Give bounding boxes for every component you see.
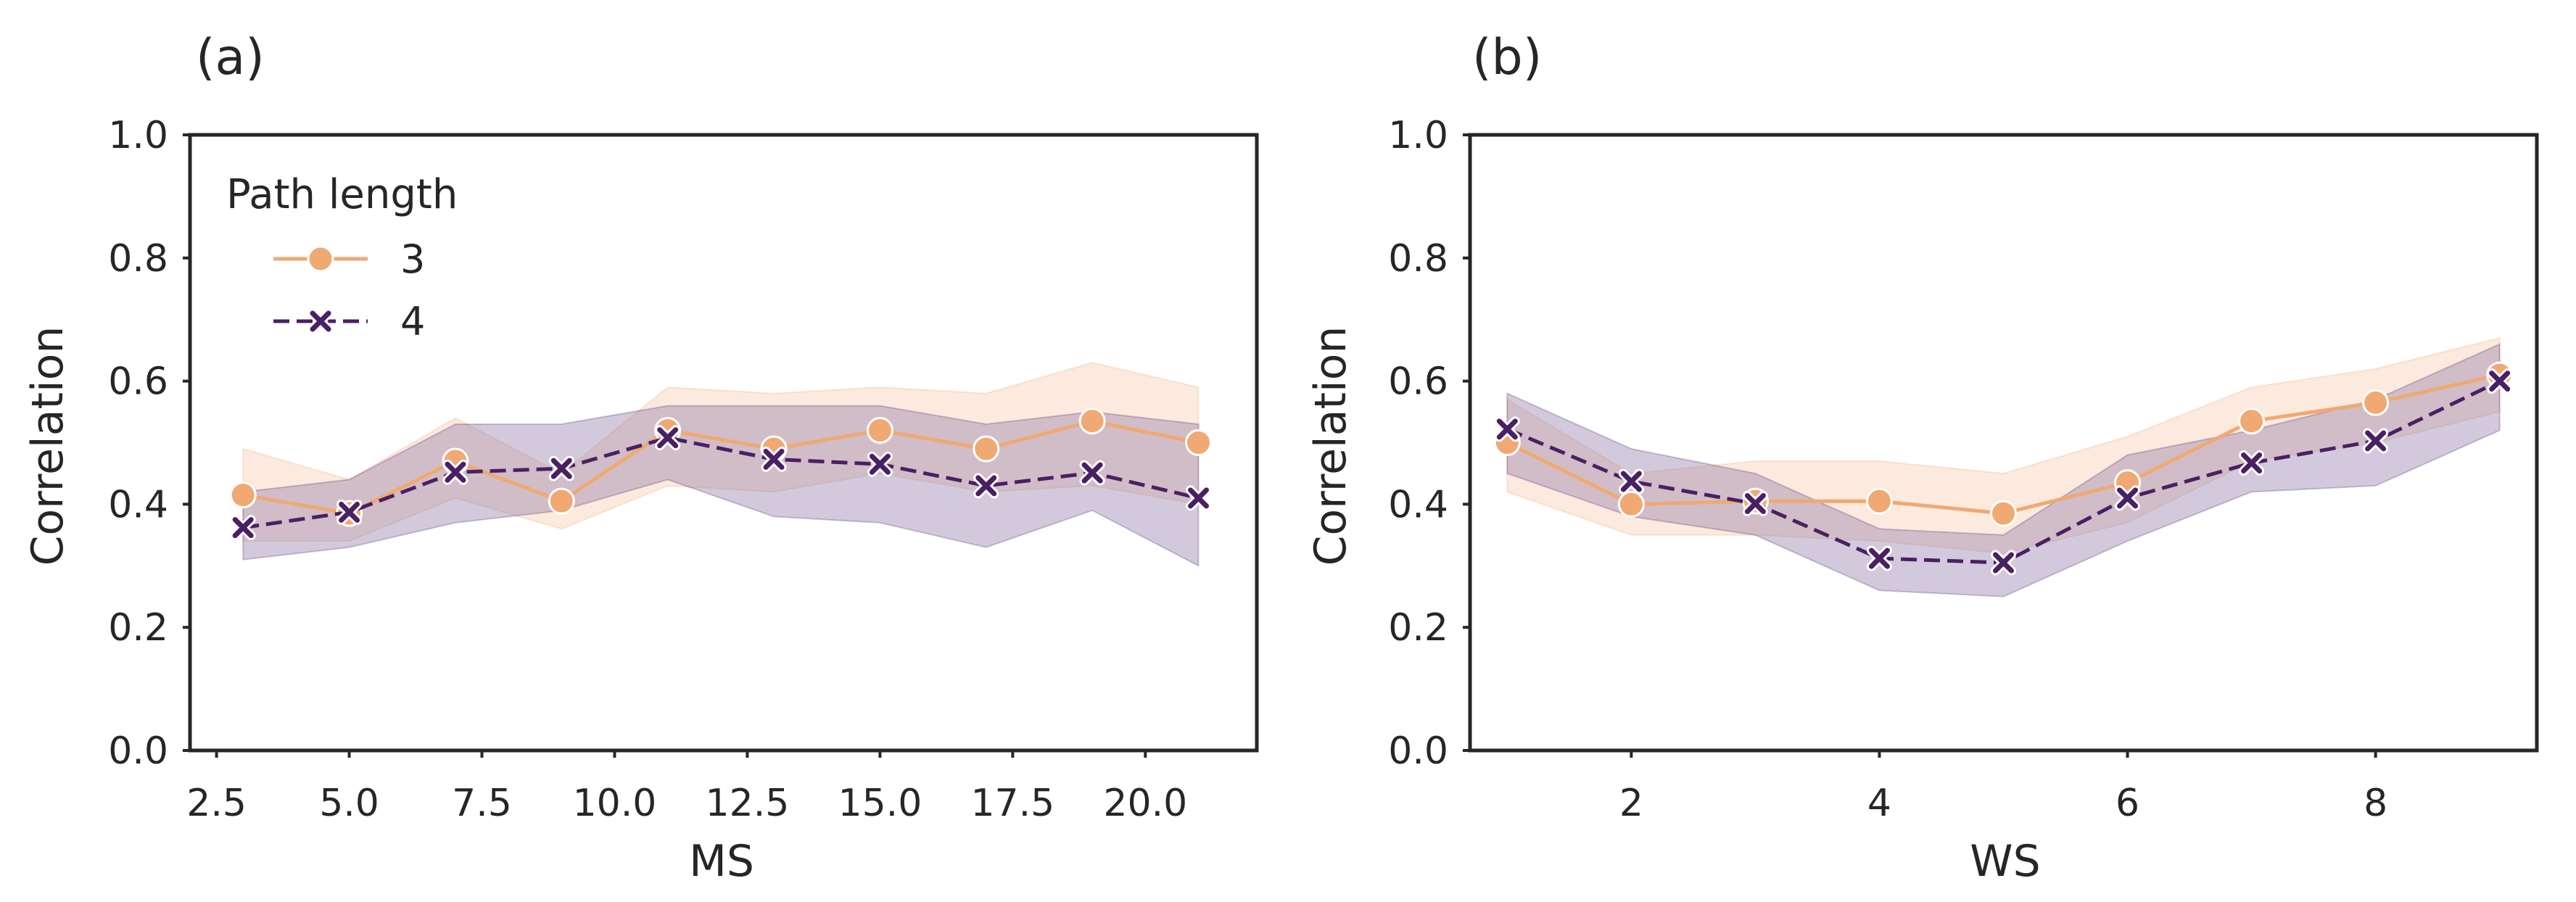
panel-b-ytick-label-4: 0.8 xyxy=(1388,237,1448,281)
panel-b-ytick-label-2: 0.4 xyxy=(1388,483,1448,526)
panel-a-point-series-4-0-stroke-b xyxy=(232,517,254,539)
panel-b-point-series-4-4 xyxy=(1991,550,2016,576)
legend-marker-4 xyxy=(307,308,334,334)
legend-x-marker-4-stroke-b xyxy=(310,310,331,332)
panel-b-ytick-label-1: 0.2 xyxy=(1388,606,1448,650)
panel-a-point-series-4-6-stroke-b xyxy=(869,453,891,475)
panel-a-ylabel: Correlation xyxy=(22,326,73,566)
panel-a-point-series-4-4-stroke-b xyxy=(657,427,679,449)
panel-b-point-series-4-8-stroke-b xyxy=(2489,371,2511,392)
panel-b-label: (b) xyxy=(1472,29,1542,86)
legend-title: Path length xyxy=(226,171,458,218)
panel-a-point-series-4-1 xyxy=(337,499,363,525)
panel-a-xtick-label-0: 2.5 xyxy=(186,782,247,825)
panel-a-ytick-label-4: 0.8 xyxy=(108,237,168,281)
legend-marker-3 xyxy=(307,245,334,273)
panel-a-point-series-4-5 xyxy=(761,446,787,472)
panel-a-xtick-label-5: 15.0 xyxy=(838,782,922,825)
panel-b-point-series-3-1 xyxy=(1617,490,1645,518)
legend-label-3: 3 xyxy=(400,236,425,282)
panel-b-point-series-4-3-stroke-b xyxy=(1868,547,1890,569)
panel-b-ytick-label-3: 0.6 xyxy=(1388,360,1448,404)
panel-a-point-series-3-9 xyxy=(1184,429,1212,456)
panel-a-point-series-3-7 xyxy=(973,435,1000,463)
panel-b-point-series-3-4 xyxy=(1990,500,2017,527)
legend-label-4: 4 xyxy=(400,299,425,344)
panel-b-point-series-4-5-stroke-b xyxy=(2117,487,2139,509)
panel-b-point-series-4-5 xyxy=(2115,485,2141,511)
panel-a-point-series-4-6 xyxy=(867,451,893,477)
panel-b-ytick-label-5: 1.0 xyxy=(1388,114,1448,157)
panel-a-xtick-label-6: 17.5 xyxy=(970,782,1054,825)
panel-a-point-series-4-2 xyxy=(442,459,468,485)
panel-b-point-series-4-0 xyxy=(1494,416,1520,442)
panel-a-xtick-label-2: 7.5 xyxy=(452,782,512,825)
panel-a-xtick-label-1: 5.0 xyxy=(319,782,379,825)
panel-a-point-series-4-2-stroke-b xyxy=(445,461,466,483)
panel-b-point-series-4-1-stroke-b xyxy=(1620,471,1642,492)
panel-b-point-series-4-0-stroke-b xyxy=(1496,418,1518,440)
panel-b-xlabel: WS xyxy=(1970,836,2040,887)
panel-a-point-series-4-1-stroke-b xyxy=(339,501,360,523)
panel-a-frame xyxy=(188,133,1259,753)
panel-b-point-series-4-7 xyxy=(2363,428,2389,454)
panel-a-point-series-4-3-stroke-b xyxy=(550,458,572,479)
panel-b-frame xyxy=(1468,133,2539,753)
legend-x-marker-4 xyxy=(307,308,334,334)
panel-a-xtick-label-4: 12.5 xyxy=(706,782,790,825)
panel-a-xtick-label-7: 20.0 xyxy=(1103,782,1187,825)
panel-a-point-series-4-9 xyxy=(1185,485,1211,511)
panel-a-ytick-label-3: 0.6 xyxy=(108,360,168,404)
panel-a-ytick-label-1: 0.2 xyxy=(108,606,168,650)
panel-b-point-series-4-2-stroke-b xyxy=(1744,493,1766,515)
panel-a-point-series-4-3 xyxy=(548,455,574,481)
panel-a-point-series-4-7 xyxy=(973,473,999,499)
panel-b-point-series-3-7 xyxy=(2362,389,2390,416)
panel-b-point-series-4-3 xyxy=(1866,545,1892,571)
panel-b-point-series-4-4-stroke-b xyxy=(1993,552,2014,574)
panel-b-point-series-4-6 xyxy=(2239,450,2265,476)
panel-a-point-series-4-0 xyxy=(230,515,256,541)
panel-a-point-series-3-8 xyxy=(1078,407,1106,435)
panel-a-point-series-3-0 xyxy=(229,481,257,509)
panel-b-ci-band-series-4 xyxy=(1506,343,2501,597)
panel-b-point-series-4-6-stroke-b xyxy=(2241,452,2263,474)
panel-b-xtick-label-1: 4 xyxy=(1867,782,1891,825)
panel-a-xtick-label-3: 10.0 xyxy=(573,782,657,825)
panel-b-point-series-4-2 xyxy=(1742,491,1768,517)
legend: Path length 3 4 xyxy=(226,171,458,344)
panel-a-ytick-label-0: 0.0 xyxy=(108,729,168,773)
panel-a-xlabel: MS xyxy=(689,836,754,887)
panel-a-point-series-4-8 xyxy=(1079,460,1105,486)
panel-a-line-series-3 xyxy=(242,419,1199,516)
panel-b-point-series-4-1 xyxy=(1618,468,1644,495)
panel-a-point-series-4-7-stroke-b xyxy=(975,475,997,497)
panel-a-point-series-3-6 xyxy=(866,417,893,444)
panel-b-ytick-label-0: 0.0 xyxy=(1388,729,1448,773)
panel-a-point-series-4-9-stroke-b xyxy=(1187,487,1209,509)
panel-b-xtick-label-0: 2 xyxy=(1619,782,1643,825)
panel-b-xtick-label-2: 6 xyxy=(2115,782,2139,825)
panel-b-point-series-4-8 xyxy=(2487,368,2513,394)
panel-a-point-series-3-3 xyxy=(548,487,575,515)
panel-a-ytick-label-2: 0.4 xyxy=(108,483,168,526)
panel-b-point-series-3-3 xyxy=(1865,487,1893,515)
panel-b-point-series-3-6 xyxy=(2238,407,2266,435)
panel-a-label: (a) xyxy=(196,29,265,86)
panel-b-point-series-4-7-stroke-b xyxy=(2365,430,2387,452)
panel-b-xtick-label-3: 8 xyxy=(2364,782,2387,825)
panel-a-point-series-4-8-stroke-b xyxy=(1081,462,1103,484)
panel-a-plot-area xyxy=(229,362,1212,567)
panel-a-point-series-4-5-stroke-b xyxy=(763,448,785,470)
panel-a-ytick-label-5: 1.0 xyxy=(108,114,168,157)
panel-b-ylabel: Correlation xyxy=(1305,326,1356,566)
panel-a-point-series-4-4 xyxy=(655,425,681,451)
panel-a-line-series-4 xyxy=(242,436,1200,530)
panel-b-plot-area xyxy=(1493,336,2514,597)
